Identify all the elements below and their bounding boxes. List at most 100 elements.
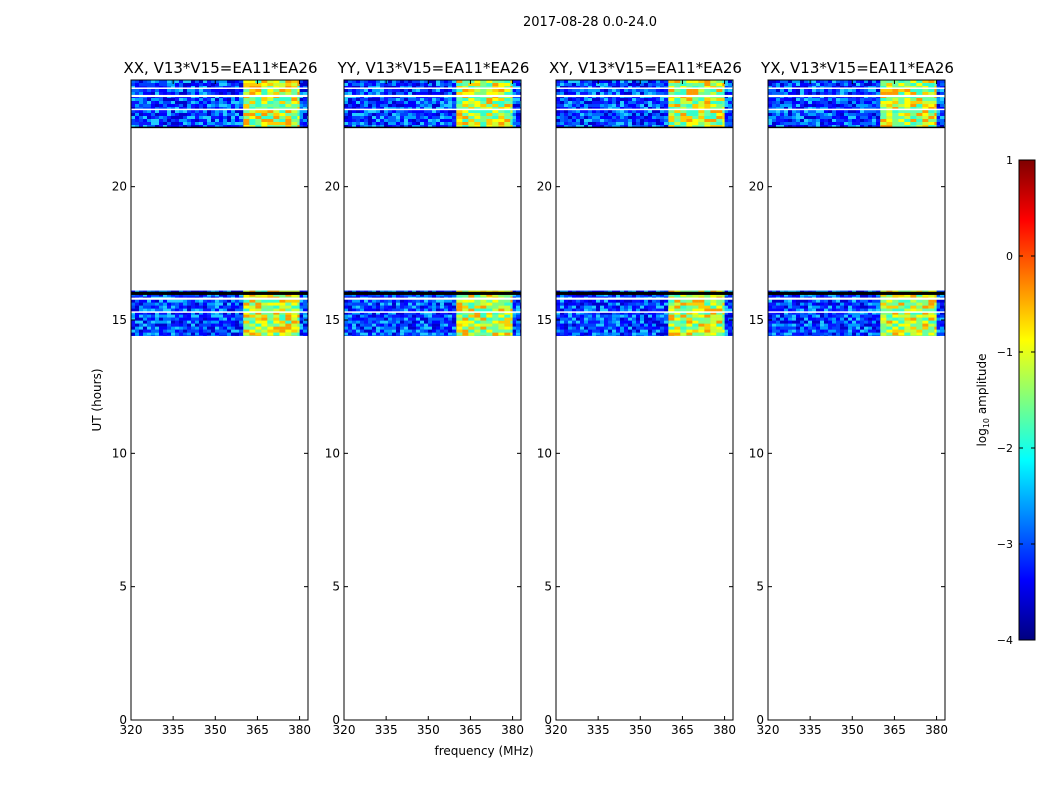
heatmap-cell (572, 80, 576, 83)
heatmap-cell (436, 302, 440, 306)
heatmap-cell (512, 107, 516, 110)
heatmap-cell (462, 80, 469, 83)
heatmap-cell (492, 101, 499, 104)
heatmap-cell (580, 308, 584, 312)
x-tick-label: 380 (288, 723, 311, 737)
heatmap-cell (147, 107, 151, 110)
heatmap-cell (504, 92, 511, 95)
heatmap-cell (512, 311, 516, 315)
heatmap-cell (648, 302, 652, 306)
heatmap-cell (504, 317, 511, 321)
heatmap-cell (408, 125, 412, 128)
heatmap-cell (297, 98, 300, 101)
heatmap-cell (624, 101, 628, 104)
heatmap-cell (580, 80, 584, 83)
heatmap-cell (396, 113, 400, 116)
heatmap-cell (404, 314, 408, 318)
heatmap-cell (486, 308, 493, 312)
heatmap-cell (608, 92, 612, 95)
heatmap-cell (199, 308, 203, 312)
heatmap-cell (408, 104, 412, 107)
heatmap-cell (616, 317, 620, 321)
heatmap-cell (440, 323, 444, 327)
heatmap-cell (279, 326, 286, 330)
heatmap-cell (640, 332, 644, 336)
heatmap-cell (652, 302, 656, 306)
heatmap-cell (592, 320, 596, 324)
heatmap-cell (235, 101, 239, 104)
heatmap-cell (664, 293, 668, 297)
heatmap-cell (596, 293, 600, 297)
heatmap-cell (462, 317, 469, 321)
heatmap-cell (199, 116, 203, 119)
heatmap-cell (632, 98, 636, 101)
heatmap-cell (376, 122, 380, 125)
heatmap-cell (147, 329, 151, 333)
heatmap-cell (195, 299, 199, 303)
heatmap-cell (412, 107, 416, 110)
heatmap-cell (239, 302, 243, 306)
heatmap-cell (179, 98, 183, 101)
heatmap-cell (588, 89, 592, 92)
heatmap-cell (568, 317, 572, 321)
heatmap-cell (424, 302, 428, 306)
heatmap-cell (644, 107, 648, 110)
heatmap-cell (440, 101, 444, 104)
heatmap-cell (175, 119, 179, 122)
heatmap-cell (151, 89, 155, 92)
heatmap-cell (392, 107, 396, 110)
heatmap-cell (474, 332, 481, 336)
heatmap-cell (424, 299, 428, 303)
heatmap-cell (560, 332, 564, 336)
heatmap-cell (604, 110, 608, 113)
heatmap-cell (261, 311, 268, 315)
heatmap-cell (171, 311, 175, 315)
heatmap-cell (261, 320, 268, 324)
heatmap-cell (556, 98, 560, 101)
heatmap-cell (462, 311, 469, 315)
heatmap-cell (588, 116, 592, 119)
heatmap-cell (227, 107, 231, 110)
heatmap-cell (444, 317, 448, 321)
heatmap-cell (412, 104, 416, 107)
heatmap-cell (356, 320, 360, 324)
heatmap-cell (203, 113, 207, 116)
heatmap-cell (207, 332, 211, 336)
heatmap-cell (195, 332, 199, 336)
heatmap-cell (628, 98, 632, 101)
heatmap-cell (227, 314, 231, 318)
heatmap-cell (131, 305, 135, 309)
heatmap-cell (412, 80, 416, 83)
heatmap-cell (440, 329, 444, 333)
heatmap-cell (171, 293, 175, 297)
heatmap-cell (408, 293, 412, 297)
heatmap-cell (191, 101, 195, 104)
heatmap-cell (348, 83, 352, 86)
heatmap-cell (163, 89, 167, 92)
heatmap-cell (504, 125, 511, 128)
heatmap-cell (167, 116, 171, 119)
heatmap-cell (223, 101, 227, 104)
heatmap-cell (147, 332, 151, 336)
heatmap-cell (600, 329, 604, 333)
heatmap-cell (468, 305, 475, 309)
heatmap-cell (143, 323, 147, 327)
heatmap-cell (155, 107, 159, 110)
heatmap-cell (400, 101, 404, 104)
heatmap-cell (604, 314, 608, 318)
heatmap-cell (159, 107, 163, 110)
heatmap-cell (400, 308, 404, 312)
heatmap-cell (273, 326, 280, 330)
heatmap-cell (239, 83, 243, 86)
heatmap-cell (135, 125, 139, 128)
heatmap-cell (215, 323, 219, 327)
heatmap-cell (412, 83, 416, 86)
heatmap-cell (584, 332, 588, 336)
heatmap-cell (592, 101, 596, 104)
heatmap-cell (596, 92, 600, 95)
heatmap-cell (432, 104, 436, 107)
heatmap-cell (135, 89, 139, 92)
heatmap-cell (462, 113, 469, 116)
heatmap-cell (404, 98, 408, 101)
heatmap-cell (368, 116, 372, 119)
